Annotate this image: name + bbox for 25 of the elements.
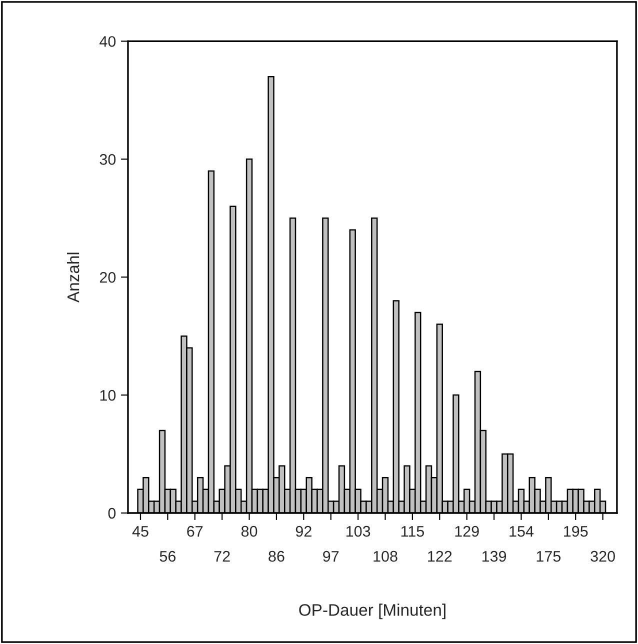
x-tick-label: 80 — [241, 526, 258, 537]
x-tick-label: 115 — [401, 526, 424, 537]
x-tick-label: 108 — [374, 550, 398, 562]
x-tick-label: 175 — [536, 551, 561, 562]
y-tick-label: 30 — [100, 154, 116, 165]
x-tick-label: 56 — [160, 550, 176, 562]
x-tick-label: 154 — [510, 526, 534, 537]
x-tick-label: 139 — [482, 550, 506, 562]
x-tick-label: 122 — [428, 550, 452, 562]
x-tick-label: 92 — [296, 526, 312, 537]
x-tick-label: 72 — [214, 550, 230, 562]
y-axis-title: Anzahl — [66, 252, 80, 303]
y-tick-label: 40 — [100, 36, 116, 47]
x-tick-label: 97 — [323, 550, 339, 562]
y-tick-label: 0 — [108, 508, 116, 519]
x-axis-title: OP-Dauer [Minuten] — [299, 604, 446, 620]
x-tick-label: 195 — [564, 526, 588, 537]
x-tick-label: 67 — [187, 526, 203, 537]
x-tick-label: 320 — [590, 550, 615, 562]
x-tick-label: 129 — [455, 526, 479, 537]
x-tick-label: 45 — [132, 526, 148, 537]
y-tick-label: 20 — [100, 272, 116, 283]
y-tick-label: 10 — [100, 390, 116, 401]
x-tick-label: 103 — [346, 526, 370, 537]
x-tick-label: 86 — [268, 550, 284, 562]
